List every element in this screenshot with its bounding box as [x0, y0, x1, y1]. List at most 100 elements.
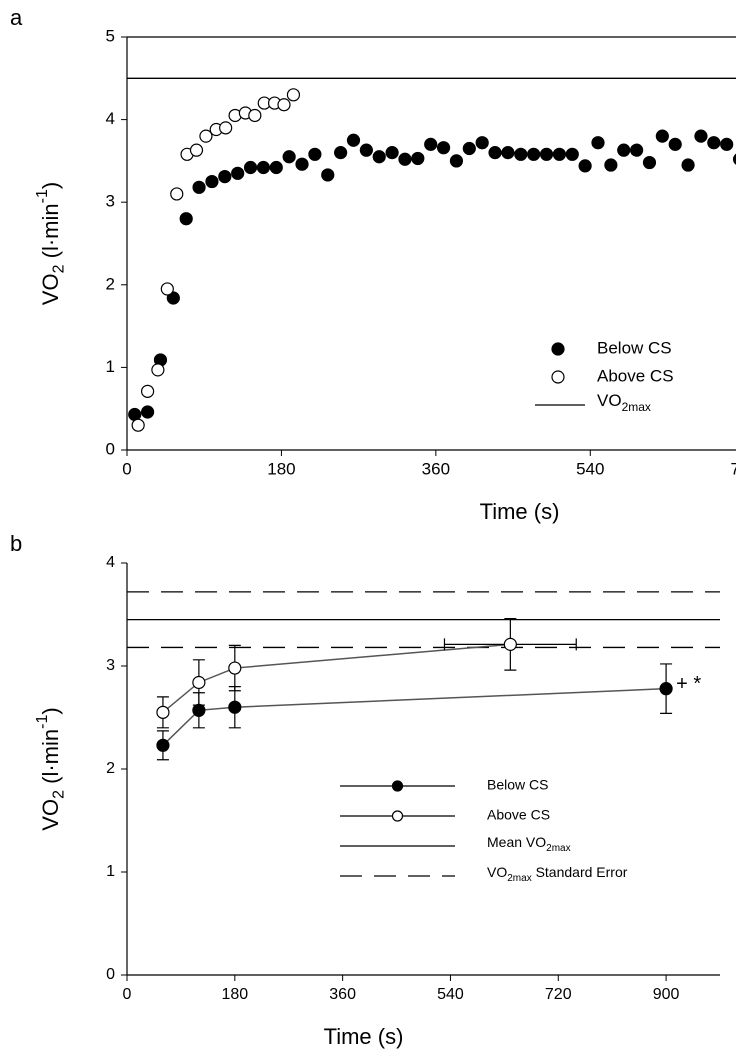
data-point [140, 405, 155, 419]
legend-label: Above CS [597, 366, 674, 385]
data-point [151, 363, 165, 377]
data-point [694, 129, 708, 143]
data-point [160, 282, 174, 296]
data-point [655, 129, 669, 143]
legend-marker [551, 370, 565, 384]
data-point [269, 160, 283, 175]
data-point [385, 146, 399, 160]
data-point [565, 147, 579, 161]
text-part: (l·min [38, 203, 63, 264]
data-point [166, 291, 180, 305]
legend-marker [391, 810, 404, 822]
data-point [527, 147, 541, 161]
data-point [248, 108, 262, 123]
data-point [231, 166, 245, 180]
series-line [162, 643, 511, 713]
data-point [578, 159, 592, 173]
panel-label: a [10, 5, 23, 30]
text-part: 2 [51, 790, 68, 799]
text-part: Standard Error [532, 864, 628, 880]
legend-label: Above CS [487, 807, 550, 823]
x-tick-label: 540 [576, 459, 604, 478]
x-tick-label: 900 [653, 986, 680, 1003]
data-point [131, 418, 145, 432]
y-tick-label: 4 [106, 109, 115, 128]
data-point [189, 143, 204, 157]
x-axis-label: Time (s) [480, 499, 560, 524]
data-point [192, 703, 206, 717]
data-point [277, 98, 291, 112]
legend-label: VO2max [597, 391, 651, 414]
text-part: ) [38, 707, 63, 714]
data-point [462, 141, 476, 156]
y-tick-label: 3 [106, 192, 115, 211]
text-part: VO [487, 864, 507, 880]
data-point [295, 157, 309, 171]
y-tick-label: 1 [106, 863, 115, 880]
legend-label: Below CS [487, 777, 548, 793]
y-tick-label: 0 [106, 439, 115, 458]
data-point [475, 136, 489, 150]
data-point [424, 137, 438, 151]
x-tick-label: 720 [545, 986, 572, 1003]
data-point [503, 637, 517, 651]
data-point [514, 147, 528, 161]
x-tick-label: 720 [731, 459, 736, 478]
annotation: + * [676, 673, 701, 695]
text-part: 2max [507, 873, 531, 884]
text-part: Mean VO [487, 834, 546, 850]
text-part: (l·min [38, 729, 63, 790]
data-point [140, 384, 155, 398]
text-part: 2 [51, 264, 68, 273]
data-point [681, 158, 695, 172]
data-point [228, 700, 242, 714]
y-tick-label: 4 [106, 554, 115, 571]
data-point [179, 212, 193, 226]
data-point [282, 150, 296, 164]
data-point [720, 137, 734, 151]
data-point [219, 121, 233, 135]
text-part: -1 [34, 715, 51, 729]
y-axis-label: VO2 (l·min-1) [34, 707, 68, 830]
data-point [334, 146, 348, 160]
data-point [501, 146, 515, 160]
y-tick-label: 2 [106, 274, 115, 293]
legend-marker [551, 342, 565, 356]
data-point [617, 143, 631, 157]
y-tick-label: 0 [106, 966, 115, 983]
x-tick-label: 360 [422, 459, 450, 478]
data-point [449, 154, 464, 168]
data-point [659, 682, 673, 696]
data-point [642, 155, 657, 170]
x-tick-label: 180 [267, 459, 295, 478]
series-line [162, 687, 667, 746]
text-part: 2max [546, 843, 570, 854]
data-point [192, 675, 206, 690]
data-point [192, 180, 206, 194]
x-tick-label: 0 [122, 459, 131, 478]
y-tick-label: 5 [106, 26, 115, 45]
data-point [321, 168, 335, 182]
data-point [604, 158, 618, 172]
y-axis-label: VO2 (l·min-1) [34, 182, 68, 305]
data-point [668, 137, 682, 151]
data-point [552, 147, 566, 161]
legend-label: VO2max Standard Error [487, 864, 628, 884]
data-point [156, 705, 170, 719]
data-point [436, 141, 451, 155]
text-part: VO [38, 273, 63, 305]
y-tick-label: 1 [106, 357, 115, 376]
data-point [411, 151, 425, 166]
data-point [346, 133, 361, 147]
data-point [256, 160, 271, 175]
data-point [398, 152, 412, 166]
y-tick-label: 2 [106, 760, 115, 777]
data-point [539, 147, 554, 161]
data-point [243, 160, 258, 175]
x-tick-label: 540 [437, 986, 464, 1003]
text-part: VO [38, 799, 63, 831]
x-tick-label: 180 [221, 986, 248, 1003]
text-part: VO [597, 391, 622, 410]
